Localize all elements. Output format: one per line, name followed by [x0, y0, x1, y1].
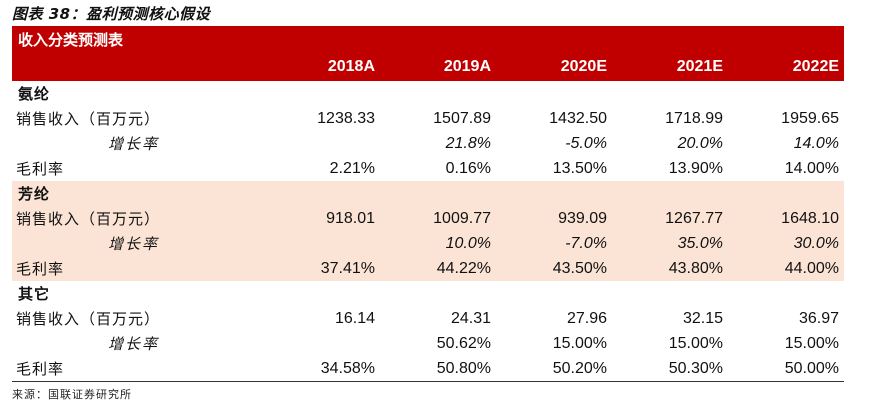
figure-title: 图表 38：盈利预测核心假设 — [12, 5, 211, 23]
revenue-row: 销售收入（百万元） 16.14 24.31 27.96 32.15 36.97 — [12, 306, 844, 331]
revenue-row: 销售收入（百万元） 1238.33 1507.89 1432.50 1718.9… — [12, 106, 844, 131]
growth-row: 增长率 21.8% -5.0% 20.0% 14.0% — [12, 131, 844, 156]
forecast-table-container: 收入分类预测表 2018A 2019A 2020E 2021E 2022E 氨纶… — [12, 26, 845, 382]
growth-row: 增长率 50.62% 15.00% 15.00% 15.00% — [12, 331, 844, 356]
growth-cell — [264, 331, 380, 356]
growth-cell: 10.0% — [380, 231, 496, 256]
margin-cell: 50.00% — [728, 356, 845, 382]
revenue-cell: 1009.77 — [380, 206, 496, 231]
margin-cell: 0.16% — [445, 159, 491, 177]
revenue-cell: 1238.33 — [317, 109, 375, 127]
revenue-label: 销售收入（百万元） — [16, 310, 161, 328]
revenue-cell: 1507.89 — [433, 109, 491, 127]
margin-cell: 13.90% — [668, 159, 723, 177]
revenue-cell: 1432.50 — [549, 109, 607, 127]
revenue-cell: 32.15 — [682, 309, 723, 327]
year-header: 2018A — [264, 53, 380, 81]
revenue-forecast-table: 收入分类预测表 2018A 2019A 2020E 2021E 2022E 氨纶… — [12, 26, 845, 382]
growth-cell: 15.00% — [552, 334, 607, 352]
revenue-cell: 1648.10 — [728, 206, 845, 231]
year-header: 2021E — [612, 53, 728, 81]
growth-row: 增长率 10.0% -7.0% 35.0% 30.0% — [12, 231, 845, 256]
table-caption-row: 收入分类预测表 — [12, 26, 845, 53]
year-header: 2020E — [496, 53, 612, 81]
margin-cell: 34.58% — [264, 356, 380, 382]
growth-cell: 15.00% — [784, 334, 840, 352]
margin-cell: 50.80% — [380, 356, 496, 382]
revenue-cell: 24.31 — [450, 309, 491, 327]
margin-label: 毛利率 — [16, 160, 65, 178]
revenue-cell: 1267.77 — [612, 206, 728, 231]
margin-cell: 50.30% — [612, 356, 728, 382]
growth-cell: 14.0% — [793, 134, 840, 152]
year-header-row: 2018A 2019A 2020E 2021E 2022E — [12, 53, 845, 81]
margin-cell: 43.50% — [496, 256, 612, 281]
growth-cell: 21.8% — [445, 134, 491, 152]
revenue-cell: 36.97 — [798, 309, 840, 327]
margin-cell: 44.00% — [728, 256, 845, 281]
growth-cell: 20.0% — [677, 134, 723, 152]
margin-cell: 37.41% — [264, 256, 380, 281]
revenue-cell: 939.09 — [496, 206, 612, 231]
revenue-cell: 16.14 — [334, 309, 375, 327]
revenue-label: 销售收入（百万元） — [16, 110, 161, 128]
margin-cell: 44.22% — [380, 256, 496, 281]
section-name: 其它 — [18, 285, 51, 303]
growth-cell: -7.0% — [496, 231, 612, 256]
year-header: 2019A — [380, 53, 496, 81]
year-header-blank — [12, 53, 264, 81]
margin-cell: 43.80% — [612, 256, 728, 281]
margin-cell: 2.21% — [329, 159, 375, 177]
margin-row: 毛利率 34.58% 50.80% 50.20% 50.30% 50.00% — [12, 356, 845, 382]
growth-label: 增长率 — [108, 135, 160, 153]
table-caption: 收入分类预测表 — [12, 26, 845, 53]
growth-cell — [264, 231, 380, 256]
margin-label: 毛利率 — [12, 256, 264, 281]
section-name: 芳纶 — [12, 181, 845, 206]
section-name: 氨纶 — [18, 85, 51, 103]
revenue-cell: 918.01 — [264, 206, 380, 231]
margin-cell: 13.50% — [552, 159, 607, 177]
growth-cell: 35.0% — [612, 231, 728, 256]
growth-cell: 15.00% — [668, 334, 723, 352]
year-header: 2022E — [728, 53, 845, 81]
revenue-cell: 27.96 — [566, 309, 607, 327]
revenue-cell: 1959.65 — [781, 109, 840, 127]
growth-cell: 50.62% — [436, 334, 491, 352]
margin-cell: 50.20% — [496, 356, 612, 382]
growth-cell — [264, 131, 380, 156]
source-note: 来源：国联证券研究所 — [12, 388, 132, 401]
growth-cell: 30.0% — [728, 231, 845, 256]
section-header-row: 其它 — [12, 281, 844, 306]
margin-row: 毛利率 2.21% 0.16% 13.50% 13.90% 14.00% — [12, 156, 844, 181]
growth-label: 增长率 — [108, 335, 160, 353]
margin-row: 毛利率 37.41% 44.22% 43.50% 43.80% 44.00% — [12, 256, 845, 281]
revenue-cell: 1718.99 — [665, 109, 723, 127]
growth-cell: -5.0% — [565, 134, 607, 152]
margin-cell: 14.00% — [784, 159, 840, 177]
margin-label: 毛利率 — [12, 356, 264, 382]
revenue-label: 销售收入（百万元） — [12, 206, 264, 231]
section-header-row: 芳纶 — [12, 181, 845, 206]
revenue-row: 销售收入（百万元） 918.01 1009.77 939.09 1267.77 … — [12, 206, 845, 231]
growth-label: 增长率 — [12, 231, 264, 256]
section-header-row: 氨纶 — [12, 81, 844, 106]
